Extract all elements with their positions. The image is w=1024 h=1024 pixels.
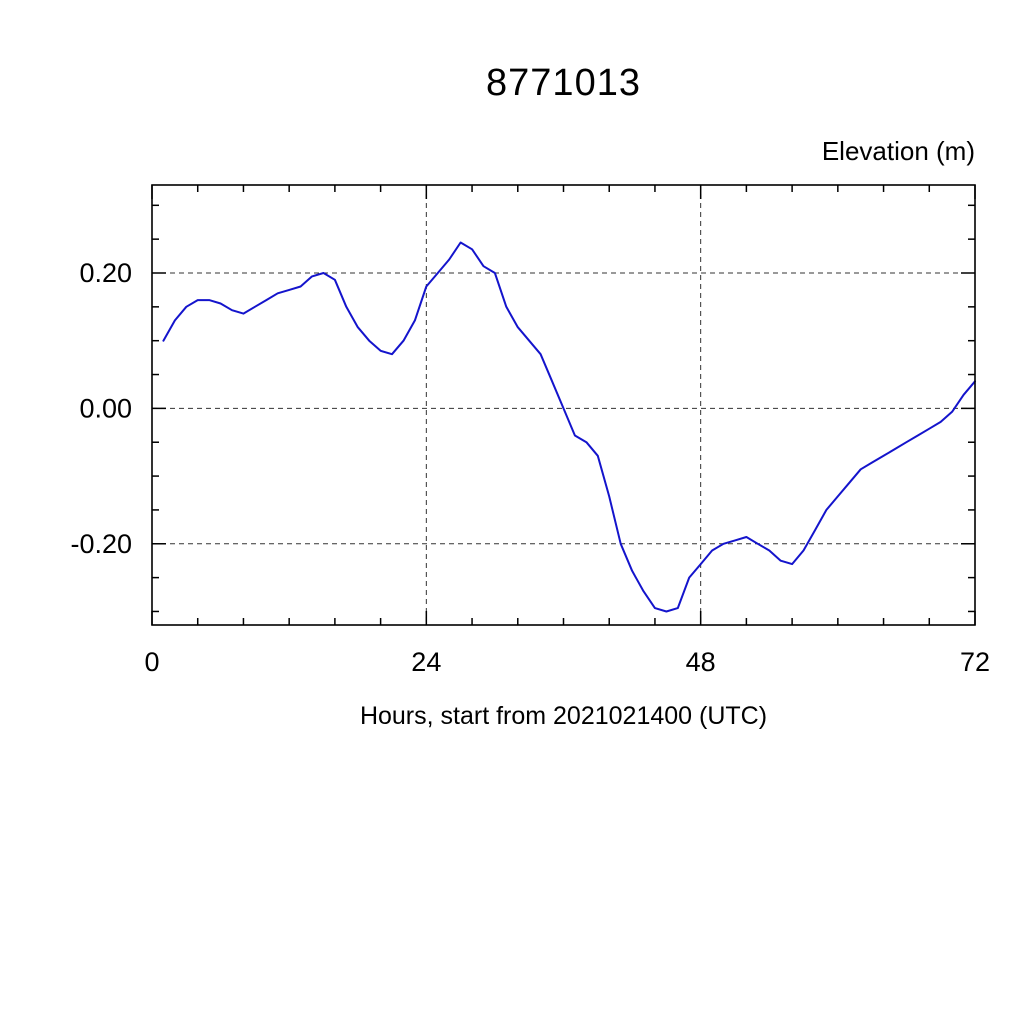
plot-svg: 0 24 48 72 0.20 0.00 -0.20: [70, 184, 990, 677]
plot-border: [151, 184, 976, 626]
y-tick-label: 0.20: [79, 258, 132, 288]
chart-title: 8771013: [486, 62, 641, 104]
y-tick-label: -0.20: [70, 529, 132, 559]
x-tick-label: 48: [686, 647, 716, 677]
y-axis-label: Elevation (m): [821, 136, 975, 166]
x-tick-label: 24: [411, 647, 441, 677]
y-tick-label: 0.00: [79, 393, 132, 423]
x-tick-label: 72: [960, 647, 990, 677]
x-axis-label: Hours, start from 2021021400 (UTC): [359, 702, 768, 730]
elevation-line: [162, 241, 976, 613]
x-tick-label: 0: [144, 647, 159, 677]
